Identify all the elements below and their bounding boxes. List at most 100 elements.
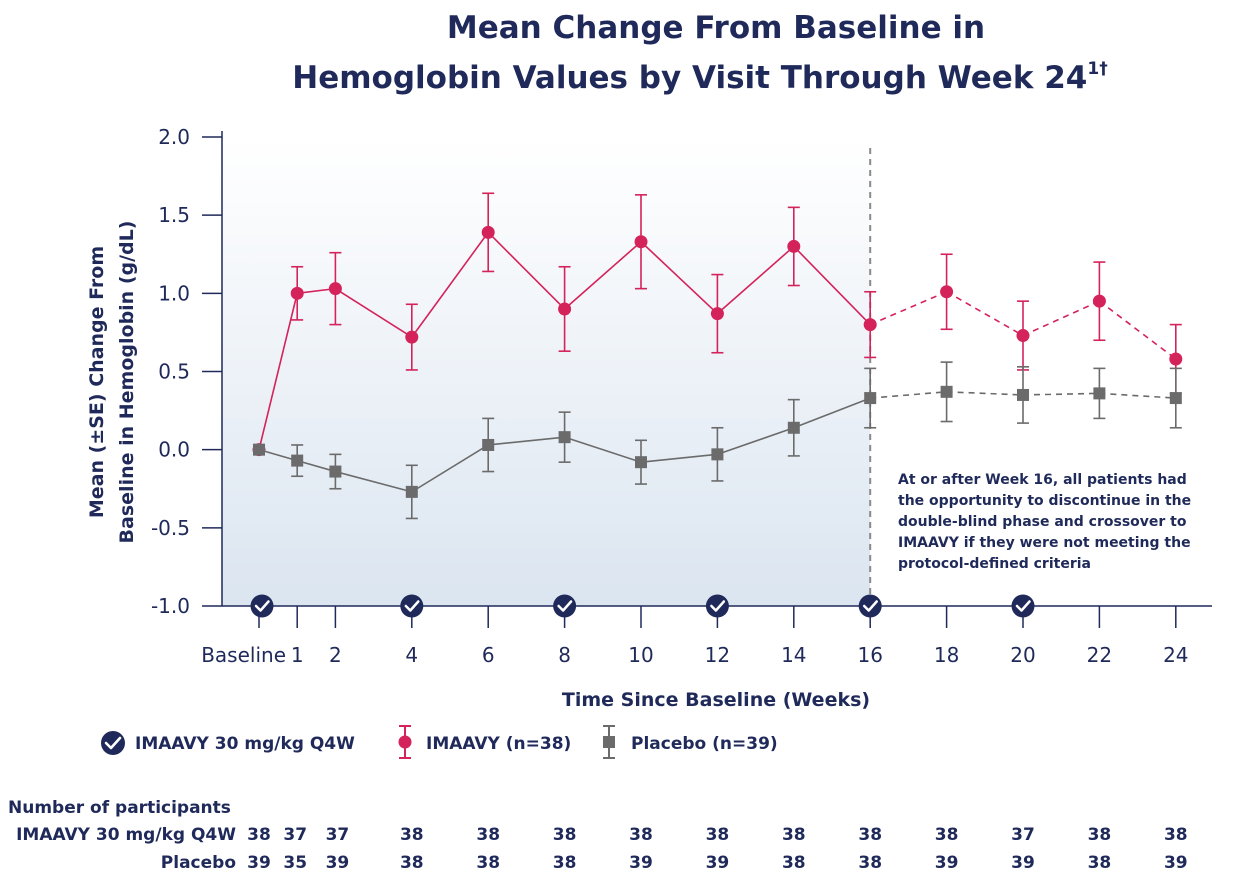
series-line-segment	[793, 245, 871, 326]
participants-cell: 39	[935, 853, 959, 873]
y-tick-label: 1.5	[158, 203, 190, 227]
participants-cell: 39	[1011, 853, 1035, 873]
data-point	[405, 485, 418, 498]
participants-cell: 37	[326, 825, 350, 845]
dose-check-mark	[862, 600, 878, 612]
participants-cell: 38	[553, 853, 577, 873]
participants-cell: 38	[782, 825, 806, 845]
y-axis-label-line-2: Baseline in Hemoglobin (g/dL)	[116, 221, 138, 544]
data-point	[405, 330, 419, 344]
participants-cell: 38	[1088, 853, 1112, 873]
series-line-segment	[870, 391, 947, 399]
participants-table-values: 38 37 37 38 38 38 38 38 38 38 38 37 38 38 39 35 39 38 38 38…	[247, 825, 1187, 873]
participants-cell: 39	[629, 853, 653, 873]
series-placebo	[253, 361, 1182, 520]
series-line-segment	[488, 436, 565, 446]
dose-markers	[250, 594, 1035, 618]
annotation-line-2: the opportunity to discontinue in the	[898, 493, 1191, 509]
y-axis-label: Mean (±SE) Change From Baseline in Hemog…	[86, 221, 138, 544]
data-point	[711, 448, 724, 461]
participants-row-imaavy-label: IMAAVY 30 mg/kg Q4W	[16, 825, 236, 845]
participants-cell: 37	[1011, 825, 1035, 845]
y-tick-label: -0.5	[151, 516, 190, 540]
participants-cell: 39	[706, 853, 730, 873]
dose-check-icon	[1011, 594, 1035, 618]
dose-check-circle	[250, 594, 274, 618]
data-point	[253, 443, 265, 456]
legend-imaavy: IMAAVY (n=38)	[398, 725, 571, 759]
legend: IMAAVY 30 mg/kg Q4W IMAAVY (n=38) Placeb…	[101, 725, 778, 759]
data-point	[481, 225, 495, 239]
data-point	[864, 392, 877, 405]
series-line-segment	[1098, 300, 1177, 360]
series-line-segment	[334, 287, 413, 338]
series-line-segment	[564, 241, 642, 310]
participants-cell: 35	[283, 853, 307, 873]
y-tick-label: -1.0	[151, 594, 190, 618]
legend-dose-check-mark	[104, 736, 122, 750]
legend-imaavy-label: IMAAVY (n=38)	[426, 734, 571, 754]
participants-cell: 38	[476, 853, 500, 873]
data-point	[1093, 387, 1106, 400]
participants-cell: 38	[400, 853, 424, 873]
y-tick-label: 1.0	[158, 281, 190, 305]
series-imaavy	[252, 192, 1183, 457]
legend-placebo-label: Placebo (n=39)	[631, 734, 778, 754]
participants-row-placebo-label: Placebo	[161, 853, 236, 873]
participants-cell: 38	[553, 825, 577, 845]
participants-cell: 38	[858, 853, 882, 873]
x-tick-label: 10	[628, 643, 653, 667]
annotation-line-3: double-blind phase and crossover to	[898, 514, 1187, 530]
series-line-segment	[716, 245, 795, 315]
participants-cell: 38	[782, 853, 806, 873]
x-tick-label: 4	[405, 643, 418, 667]
data-point	[787, 421, 800, 434]
crossover-annotation: At or after Week 16, all patients had th…	[898, 472, 1191, 572]
series-line-segment	[258, 293, 298, 450]
series-line-segment	[640, 453, 718, 463]
participants-cell: 39	[326, 853, 350, 873]
series-line-segment	[717, 427, 795, 456]
data-point	[1016, 329, 1030, 343]
x-tick-label: 1	[291, 643, 304, 667]
dose-check-mark	[710, 600, 726, 612]
dose-check-circle	[1011, 594, 1035, 618]
data-point	[291, 454, 304, 467]
participants-cell: 38	[935, 825, 959, 845]
data-point	[482, 438, 495, 451]
chart-title-line-2-text: Hemoglobin Values by Visit Through Week …	[292, 60, 1087, 96]
data-point	[1092, 294, 1106, 308]
double-blind-shaded-region	[222, 137, 871, 606]
data-point	[329, 465, 342, 478]
dose-check-circle	[858, 594, 882, 618]
legend-placebo: Placebo (n=39)	[603, 725, 778, 759]
y-tick-label: 2.0	[158, 125, 190, 149]
series-group	[252, 192, 1183, 520]
series-line-segment	[640, 241, 718, 315]
data-point	[558, 431, 571, 444]
dose-check-icon	[250, 594, 274, 618]
dose-check-icon	[705, 594, 729, 618]
x-tick-label: 2	[329, 643, 342, 667]
dose-check-mark	[254, 600, 270, 612]
series-line-segment	[946, 391, 1024, 396]
data-point	[635, 456, 647, 469]
series-line-segment	[869, 291, 947, 326]
dose-check-circle	[705, 594, 729, 618]
series-line-segment	[564, 436, 642, 463]
x-tick-label: 6	[482, 643, 495, 667]
series-line-segment	[258, 448, 298, 462]
x-tick-label: 24	[1163, 643, 1188, 667]
data-point	[558, 302, 572, 316]
series-line-segment	[1022, 300, 1100, 337]
x-axis-label: Time Since Baseline (Weeks)	[562, 689, 870, 711]
data-point	[940, 285, 954, 299]
legend-dose: IMAAVY 30 mg/kg Q4W	[101, 731, 355, 755]
chart-title-line-2: Hemoglobin Values by Visit Through Week …	[292, 59, 1107, 96]
dose-check-icon	[858, 594, 882, 618]
annotation-line-1: At or after Week 16, all patients had	[898, 472, 1187, 488]
legend-imaavy-marker	[398, 735, 412, 749]
dose-check-icon	[400, 594, 424, 618]
y-tick-label: 0.0	[158, 438, 190, 462]
